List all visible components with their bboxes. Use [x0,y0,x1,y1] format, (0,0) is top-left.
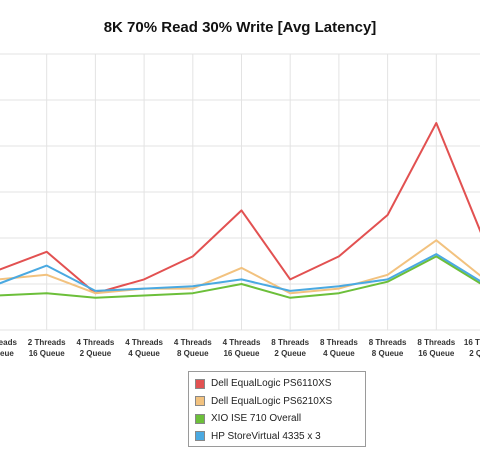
x-tick-label: 16 Queue [223,349,260,358]
series-line-2 [0,239,480,295]
legend-item: XIO ISE 710 Overall [195,410,365,428]
x-tick-label: 8 Threads [417,338,455,347]
x-tick-label: 8 Threads [369,338,407,347]
x-tick-label: 8 Queue [0,349,14,358]
x-tick-label: 4 Queue [128,349,160,358]
x-tick-label: 16 Queue [418,349,455,358]
series-line-4 [0,253,480,292]
grid [0,53,480,331]
legend-label: Dell EqualLogic PS6210XS [211,395,333,407]
x-tick-label: 4 Threads [174,338,212,347]
legend-swatch [195,413,205,424]
legend-item: HP StoreVirtual 4335 x 3 [195,428,365,446]
x-tick-label: 2 Queue [80,349,112,358]
legend-swatch [195,396,205,407]
x-tick-label: 2 Threads [0,338,17,347]
x-tick-label: 4 Queue [323,349,355,358]
legend-swatch [195,431,205,442]
x-tick-label: 4 Threads [223,338,261,347]
x-tick-label: 8 Threads [320,338,358,347]
legend-item: Dell EqualLogic PS6210XS [195,393,365,411]
x-tick-label: 2 Queue [274,349,306,358]
x-tick-label: 4 Threads [77,338,115,347]
x-tick-label: 2 Queue [469,349,480,358]
x-tick-label: 16 Queue [29,349,66,358]
x-tick-label: 4 Threads [125,338,163,347]
x-tick-label: 8 Threads [271,338,309,347]
legend-label: HP StoreVirtual 4335 x 3 [211,430,321,442]
legend-label: Dell EqualLogic PS6110XS [211,378,332,390]
x-tick-label: 16 Threads [464,338,480,347]
x-axis-tick-labels: 2 Threads 8 Queue 2 Threads 16 Queue 4 Threa… [0,338,480,358]
x-tick-label: 8 Queue [372,349,404,358]
legend-item: Dell EqualLogic PS6110XS [195,375,365,393]
line-chart: 2 Threads 8 Queue 2 Threads 16 Queue 4 Threa… [0,53,480,358]
series-lines [0,122,480,299]
series-line-1 [0,122,480,295]
legend-swatch [195,378,205,389]
x-tick-label: 2 Threads [28,338,66,347]
x-tick-label: 8 Queue [177,349,209,358]
series-line-3 [0,255,480,299]
legend: Dell EqualLogic PS6110XS Dell EqualLogic … [188,371,366,447]
legend-label: XIO ISE 710 Overall [211,413,302,425]
chart-title: 8K 70% Read 30% Write [Avg Latency] [103,19,377,36]
